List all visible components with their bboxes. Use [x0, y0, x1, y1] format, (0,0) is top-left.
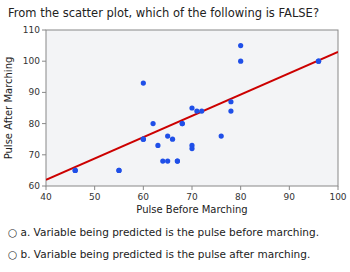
scatter-point — [199, 109, 204, 114]
x-tick — [338, 186, 339, 190]
scatter-point — [141, 137, 146, 142]
regression-line — [46, 52, 338, 180]
y-tick — [42, 61, 46, 62]
scatter-point — [238, 43, 243, 48]
x-axis-label: Pulse Before Marching — [136, 204, 247, 215]
scatter-point — [228, 99, 233, 104]
scatter-point — [165, 158, 170, 163]
y-tick-label: 110 — [23, 25, 40, 35]
y-tick — [42, 123, 46, 124]
plot-frame — [46, 30, 338, 186]
scatter-point — [116, 168, 121, 173]
scatter-point — [180, 121, 185, 126]
y-tick-label: 90 — [29, 87, 41, 97]
scatter-point — [141, 80, 146, 85]
scatter-point — [194, 109, 199, 114]
option: ○ b. Variable being predicted is the pul… — [8, 248, 310, 260]
scatter-point — [238, 59, 243, 64]
x-tick — [46, 186, 47, 190]
y-tick — [42, 154, 46, 155]
y-tick-label: 70 — [29, 150, 41, 160]
y-tick-label: 80 — [29, 119, 41, 129]
x-tick — [289, 186, 290, 190]
x-tick — [143, 186, 144, 190]
option: ○ a. Variable being predicted is the pul… — [8, 226, 319, 238]
chart: From the scatter plot, which of the foll… — [0, 0, 350, 272]
scatter-point — [219, 133, 224, 138]
scatter-point — [175, 158, 180, 163]
scatter-point — [155, 143, 160, 148]
scatter-point — [189, 105, 194, 110]
x-tick-label: 100 — [329, 192, 346, 202]
y-tick — [42, 30, 46, 31]
scatter-point — [160, 158, 165, 163]
y-axis-label: Pulse After Marching — [3, 57, 14, 160]
scatter-point — [141, 137, 146, 142]
x-tick-label: 50 — [89, 192, 101, 202]
axes: 40 50 60 70 80 90 100 60 70 80 90 100 110 — [23, 25, 347, 202]
scatter-point — [175, 158, 180, 163]
y-tick — [42, 186, 46, 187]
x-tick-label: 70 — [186, 192, 198, 202]
scatter-point — [228, 109, 233, 114]
data — [46, 43, 338, 180]
scatter-point — [189, 146, 194, 151]
y-tick-label: 60 — [29, 181, 41, 191]
x-tick-label: 80 — [235, 192, 247, 202]
x-tick-label: 40 — [40, 192, 52, 202]
x-tick — [240, 186, 241, 190]
scatter-point — [73, 168, 78, 173]
scatter-point — [180, 121, 185, 126]
scatter-point — [73, 168, 78, 173]
plot-area — [46, 30, 338, 186]
scatter-point — [165, 133, 170, 138]
scatter-point — [316, 59, 321, 64]
x-tick — [94, 186, 95, 190]
x-tick-label: 90 — [284, 192, 296, 202]
title: From the scatter plot, which of the foll… — [8, 6, 319, 20]
y-tick — [42, 92, 46, 93]
x-tick — [192, 186, 193, 190]
y-tick-label: 100 — [23, 56, 40, 66]
scatter-point — [150, 121, 155, 126]
scatter-point — [116, 168, 121, 173]
x-tick-label: 60 — [138, 192, 150, 202]
scatter-point — [316, 59, 321, 64]
scatter-point — [170, 137, 175, 142]
